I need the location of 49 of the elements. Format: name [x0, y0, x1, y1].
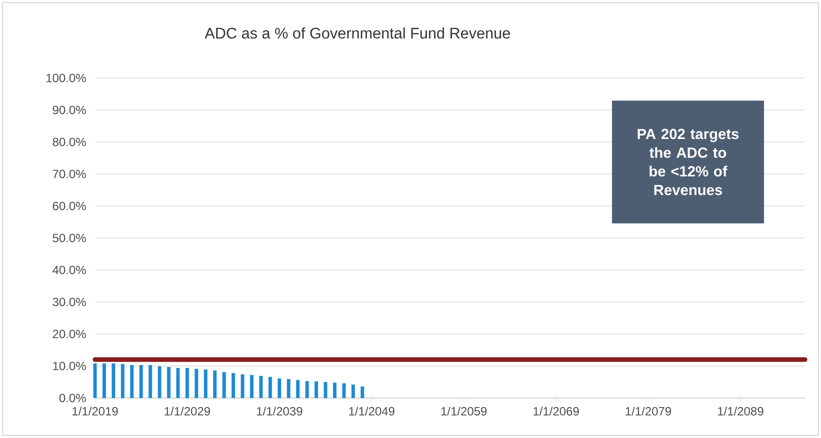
bar [286, 379, 290, 398]
y-tick-label: 0.0% [59, 394, 86, 402]
bar [194, 368, 198, 398]
bar [222, 372, 226, 398]
y-tick-label: 80.0% [52, 138, 86, 146]
y-tick-label: 40.0% [52, 266, 86, 274]
bar [342, 383, 346, 398]
y-tick-label: 20.0% [52, 330, 86, 338]
bar [167, 366, 171, 398]
bar [232, 373, 236, 398]
bar [259, 376, 263, 398]
bar [333, 382, 336, 398]
bar [139, 365, 143, 398]
bar [250, 374, 254, 398]
x-tick-label: 1/1/2079 [626, 406, 672, 416]
x-tick-label: 1/1/2029 [164, 406, 210, 416]
bar [158, 366, 162, 398]
bar [185, 368, 189, 398]
y-tick-label: 60.0% [52, 202, 86, 210]
bar [324, 382, 328, 398]
chart-title: ADC as a % of Governmental Fund Revenue [204, 27, 510, 39]
bar [102, 363, 106, 398]
y-tick-label: 50.0% [52, 234, 86, 242]
bar [360, 386, 364, 398]
bar [112, 363, 116, 398]
bar [240, 374, 244, 398]
y-tick-label: 70.0% [52, 170, 86, 178]
bar [213, 370, 217, 398]
x-tick-label: 1/1/2039 [256, 406, 302, 416]
bar [204, 370, 208, 398]
y-tick-label: 10.0% [53, 362, 86, 370]
bar [351, 384, 355, 398]
x-tick-label: 1/1/2059 [441, 406, 487, 416]
bar [120, 364, 124, 398]
bar [305, 381, 309, 398]
y-tick-label: 90.0% [52, 106, 86, 114]
bar [130, 365, 134, 398]
bar [296, 380, 300, 398]
bar [314, 381, 318, 398]
y-tick-label: 100.0% [46, 74, 86, 82]
bar [278, 378, 282, 398]
annotation: PA 202 targets the ADC to be <12% of Revenues [638, 128, 739, 196]
y-tick-label: 30.0% [52, 298, 86, 306]
bar [148, 365, 152, 398]
x-tick-label: 1/1/2019 [72, 406, 118, 416]
x-tick-label: 1/1/2049 [349, 406, 394, 416]
bar [268, 376, 272, 398]
x-tick-label: 1/1/2089 [718, 406, 764, 416]
x-tick-label: 1/1/2069 [534, 406, 579, 416]
